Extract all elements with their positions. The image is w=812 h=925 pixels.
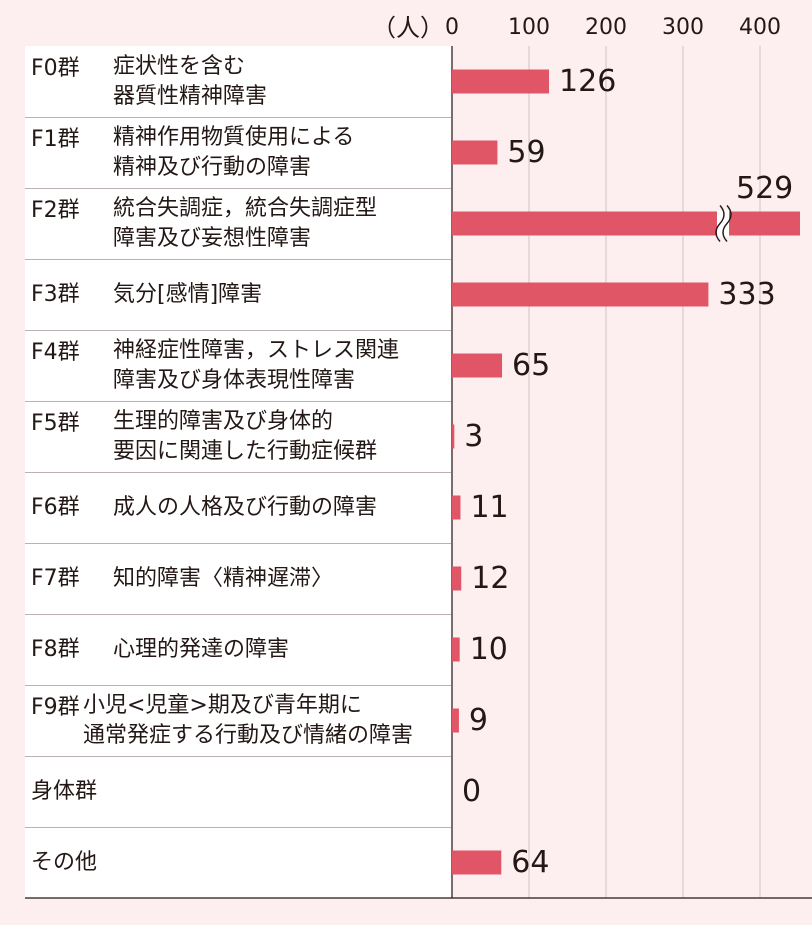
x-tick-label: 400 [739,15,781,40]
category-name: 身体群 [31,778,98,804]
category-label: F8群 心理的発達の障害 [25,622,451,677]
value-label: 529 [736,170,794,206]
category-name: 精神作用物質使用による 精神及び行動の障害 [113,124,355,180]
row-separator [25,543,451,544]
category-code: F6群 [31,494,80,520]
value-label: 64 [511,844,550,880]
category-name: 症状性を含む 器質性精神障害 [113,53,268,109]
category-name: 成人の人格及び行動の障害 [113,494,378,520]
category-label: 身体群 [25,764,451,819]
category-label: F3群 気分[感情]障害 [25,267,451,322]
x-tick-label: 0 [445,15,459,40]
category-code: F0群 [31,56,80,81]
category-code: F7群 [31,565,80,591]
category-label: F7群 知的障害〈精神遅滞〉 [25,551,451,606]
value-label: 0 [462,773,482,809]
category-name: 気分[感情]障害 [113,281,263,307]
category-label: F6群 成人の人格及び行動の障害 [25,480,451,535]
row-separator [25,330,451,331]
bar [452,69,550,94]
category-name: 神経症性障害，ストレス関連 障害及び身体表現性障害 [113,337,400,393]
axis-unit-label: （人） [372,14,444,42]
bar [452,850,502,875]
value-label: 12 [471,560,510,596]
row-separator [25,188,451,189]
bar [452,637,460,662]
bar [452,708,459,733]
axis-break-gap [717,210,729,237]
bar [452,353,503,378]
value-label: 59 [507,134,546,170]
category-name: 知的障害〈精神遅滞〉 [113,565,334,591]
row-separator [25,259,451,260]
bar [452,211,800,236]
row-separator [25,472,451,473]
value-label: 3 [464,418,484,454]
category-label: F5群 生理的障害及び身体的 要因に関連した行動症候群 [25,409,451,464]
bar [452,140,498,165]
category-code: F1群 [31,127,80,152]
category-label: その他 [25,835,451,890]
category-name: 心理的発達の障害 [113,636,290,662]
category-label: F4群 神経症性障害，ストレス関連 障害及び身体表現性障害 [25,338,451,393]
category-label: F0群 症状性を含む 器質性精神障害 [25,54,451,109]
bar [452,495,461,520]
category-code: F2群 [31,198,80,223]
category-code: F8群 [31,636,80,662]
x-tick-label: 100 [508,15,550,40]
axis-break-marker [715,205,732,242]
value-label: 126 [559,63,617,99]
value-label: 65 [512,347,551,383]
row-separator [25,685,451,686]
category-label: F9群 小児<児童>期及び青年期に 通常発症する行動及び情緒の障害 [25,693,451,748]
row-separator [25,614,451,615]
category-label: F1群 精神作用物質使用による 精神及び行動の障害 [25,125,451,180]
bar [452,566,462,591]
value-label: 11 [470,489,509,525]
x-tick-label: 300 [662,15,704,40]
category-name: その他 [31,849,98,875]
category-code: F5群 [31,411,80,436]
category-code: F9群 [31,695,80,720]
category-code: F3群 [31,281,80,307]
bar [452,282,709,307]
row-separator [25,401,451,402]
category-label: F2群 統合失調症，統合失調症型 障害及び妄想性障害 [25,196,451,251]
x-tick-label: 200 [585,15,627,40]
value-label: 9 [468,702,489,738]
row-separator [25,756,451,757]
category-name: 統合失調症，統合失調症型 障害及び妄想性障害 [113,195,378,251]
row-separator [25,117,451,118]
value-label: 333 [718,276,776,312]
value-label: 10 [469,631,508,667]
bar [452,424,455,449]
category-code: F4群 [31,340,80,365]
category-name: 生理的障害及び身体的 要因に関連した行動症候群 [113,408,378,464]
row-separator [25,827,451,828]
category-name: 小児<児童>期及び青年期に 通常発症する行動及び情緒の障害 [83,692,414,748]
